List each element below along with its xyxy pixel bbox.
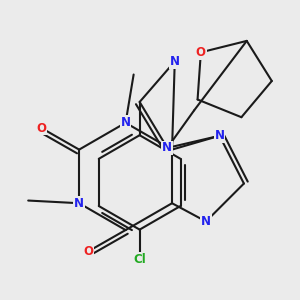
Text: O: O (83, 245, 93, 258)
Text: N: N (170, 55, 180, 68)
Text: N: N (74, 197, 84, 210)
Text: N: N (214, 129, 225, 142)
Text: N: N (162, 141, 172, 154)
Text: Cl: Cl (133, 253, 146, 266)
Text: N: N (201, 215, 211, 228)
Text: N: N (121, 116, 130, 129)
Text: O: O (196, 46, 206, 59)
Text: O: O (37, 122, 46, 135)
